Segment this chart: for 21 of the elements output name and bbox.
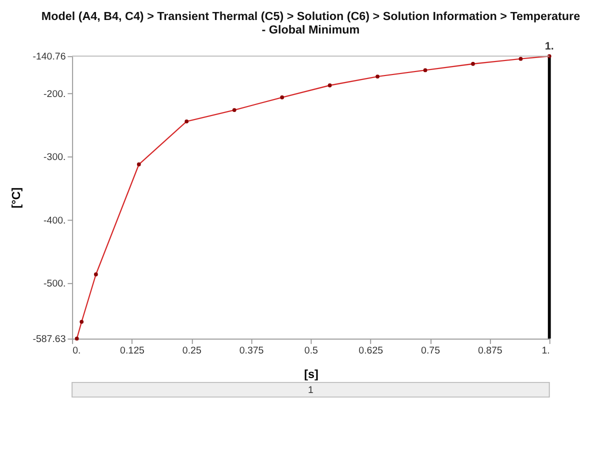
x-tick-label: 0.5 (304, 346, 318, 357)
x-tick-label: 0.25 (182, 346, 202, 357)
y-tick-label: -300. (44, 152, 66, 164)
x-tick-label: 1. (542, 346, 550, 357)
x-tick-label: 0.625 (358, 346, 384, 357)
x-tick-label: 0.375 (239, 346, 264, 357)
y-tick-label: -400. (44, 215, 66, 226)
text: - Global Minimum (262, 24, 360, 37)
y-tick-label: -140.76 (32, 52, 66, 63)
x-tick-label: 0. (72, 346, 81, 357)
ref-line-label: 1. (544, 40, 554, 52)
x-tick-label: 0.75 (421, 346, 440, 357)
x-axis-title: [s] (304, 368, 318, 382)
x-tick-label: 0.125 (120, 346, 144, 357)
y-tick-label: -587.63 (32, 334, 66, 346)
x-tick-label: 0.875 (478, 346, 502, 357)
text: 1 (308, 385, 314, 396)
y-tick-label: -500. (44, 278, 66, 290)
text: Model (A4, B4, C4) > Transient Thermal (C5) > Solution (C6) > Solution Information > Temperature (41, 10, 580, 24)
y-axis-title: [°C] (10, 187, 24, 208)
y-tick-label: -200. (44, 89, 66, 100)
